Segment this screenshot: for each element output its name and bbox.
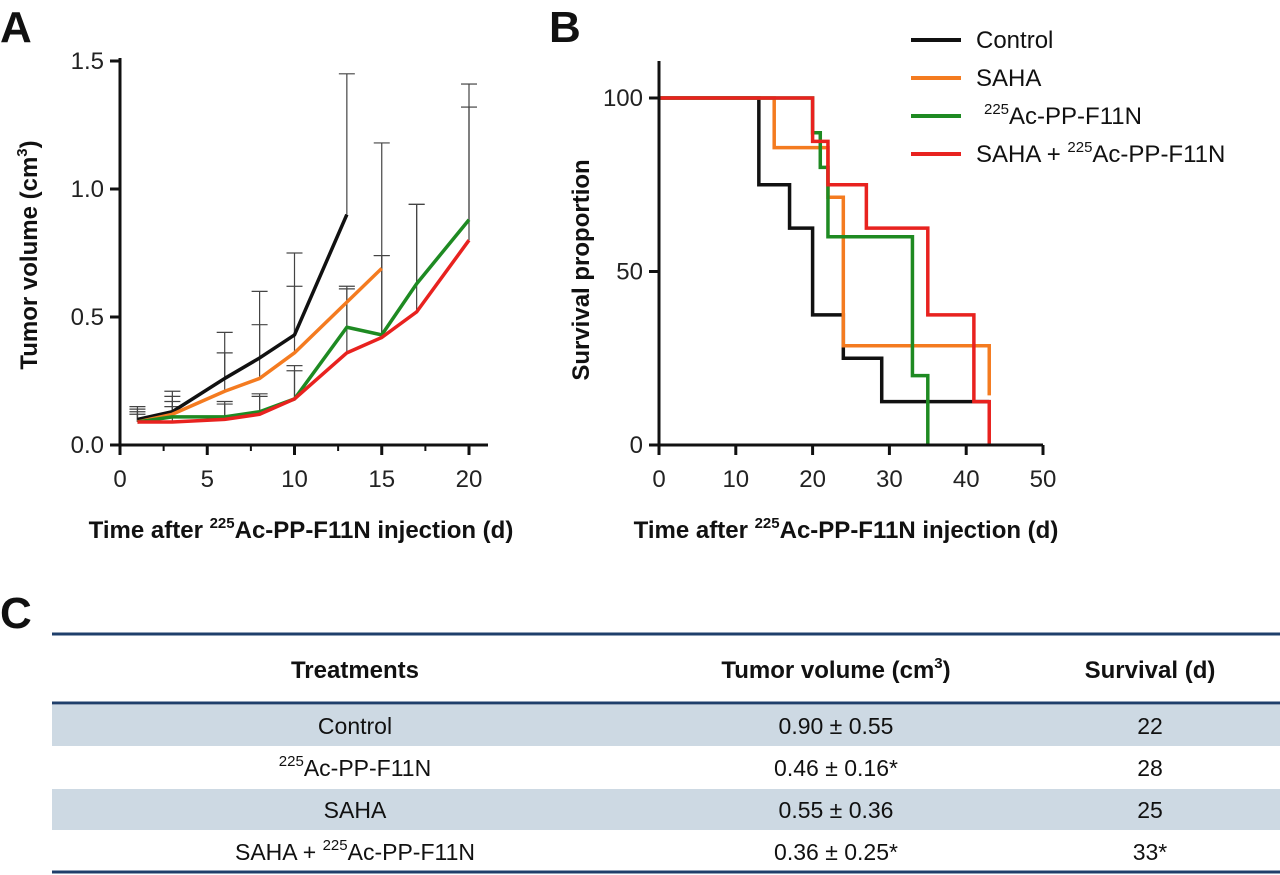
chart-a-y-tick-label: 1.5: [71, 48, 104, 75]
survival-legend: Control SAHA 225Ac-PP-F11N SAHA + 225Ac-…: [911, 27, 1225, 168]
chart-b-y-tick-label: 100: [603, 85, 643, 112]
chart-a-y-tick-label: 0.0: [71, 432, 104, 459]
col-header-tumor-volume: Tumor volume (cm3): [721, 655, 950, 684]
chart-a-x-tick-label: 20: [456, 466, 483, 493]
summary-table: Treatments Tumor volume (cm3) Survival (…: [52, 632, 1280, 874]
series-line-control: [137, 213, 349, 422]
row-tumor-volume: 0.46 ± 0.16*: [774, 755, 898, 781]
chart-a-x-tick-label: 0: [113, 466, 126, 493]
survival-x-label: Time after 225Ac-PP-F11N injection (d): [634, 515, 1059, 544]
survival-curves: [659, 96, 991, 445]
chart-b-y-tick-label: 50: [616, 259, 643, 286]
chart-a-x-tick-label: 5: [201, 466, 214, 493]
table-row: SAHA + 225Ac-PP-F11N 0.36 ± 0.25* 33*: [235, 837, 1167, 865]
row-survival: 25: [1137, 797, 1163, 823]
legend-label-control: Control: [976, 27, 1053, 54]
chart-b-x-tick-label: 0: [652, 466, 665, 493]
col-header-survival: Survival (d): [1085, 657, 1216, 684]
chart-a-y-tick-label: 0.5: [71, 304, 104, 331]
row-treatment: Control: [318, 713, 392, 739]
chart-a-x-tick-label: 10: [281, 466, 308, 493]
row-treatment: 225Ac-PP-F11N: [279, 753, 431, 781]
tumor-volume-error-bars: [129, 73, 477, 422]
chart-b-x-tick-label: 10: [722, 466, 749, 493]
tumor-volume-axes: 0.0 0.5 1.0 1.5 0 5 10 15 20: [71, 48, 488, 493]
chart-a-y-tick-label: 1.0: [71, 176, 104, 203]
survival-curve-ac225: [659, 96, 930, 445]
legend-label-saha: SAHA: [976, 65, 1041, 92]
panel-b-letter: B: [549, 3, 581, 52]
row-treatment: SAHA + 225Ac-PP-F11N: [235, 837, 475, 865]
legend-label-combo: SAHA + 225Ac-PP-F11N: [976, 139, 1225, 168]
chart-b-y-tick-label: 0: [630, 432, 643, 459]
row-survival: 22: [1137, 713, 1163, 739]
row-tumor-volume: 0.55 ± 0.36: [779, 797, 894, 823]
series-line-saha: [137, 267, 383, 424]
chart-a-x-tick-label: 15: [368, 466, 395, 493]
series-line-combo: [137, 239, 471, 424]
chart-b-x-tick-label: 20: [799, 466, 826, 493]
survival-y-label: Survival proportion: [568, 159, 595, 380]
survival-curve-control: [659, 96, 990, 404]
row-treatment: SAHA: [324, 797, 387, 823]
panel-a-letter: A: [0, 3, 32, 52]
row-survival: 33*: [1133, 839, 1168, 865]
table-row: 225Ac-PP-F11N 0.46 ± 0.16* 28: [279, 753, 1163, 781]
chart-b-x-tick-label: 40: [953, 466, 980, 493]
survival-axes: 0 50 100 0 10 20 30 40 50: [603, 61, 1056, 493]
tumor-volume-y-label: Tumor volume (cm3): [14, 140, 43, 369]
table-row-shade: [52, 705, 1280, 746]
tumor-volume-x-label: Time after 225Ac-PP-F11N injection (d): [89, 515, 514, 544]
table-row: Control 0.90 ± 0.55 22: [318, 713, 1163, 739]
col-header-treatments: Treatments: [291, 657, 419, 684]
panel-c-letter: C: [0, 589, 32, 638]
chart-b-x-tick-label: 30: [876, 466, 903, 493]
survival-curve-combo: [659, 96, 991, 445]
row-survival: 28: [1137, 755, 1163, 781]
row-tumor-volume: 0.90 ± 0.55: [779, 713, 894, 739]
chart-b-x-tick-label: 50: [1030, 466, 1057, 493]
survival-chart: 0 50 100 0 10 20 30 40 50 Survival proportion Ti…: [568, 27, 1225, 544]
tumor-volume-lines: [137, 213, 471, 424]
tumor-volume-chart: 0.00.51.01.50 5 10 15 20 Tumor volume (cm3) …: [14, 48, 513, 544]
table-row-shade: [52, 789, 1280, 830]
table-row: SAHA 0.55 ± 0.36 25: [324, 797, 1163, 823]
row-tumor-volume: 0.36 ± 0.25*: [774, 839, 898, 865]
legend-label-ac225: 225Ac-PP-F11N: [984, 101, 1142, 130]
